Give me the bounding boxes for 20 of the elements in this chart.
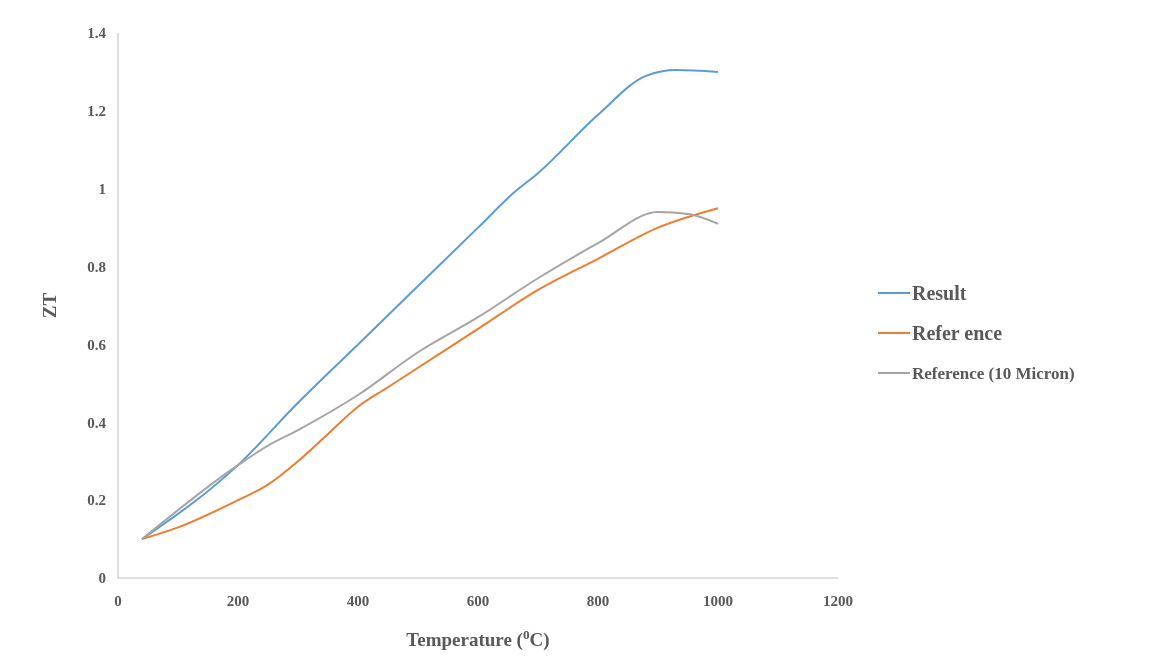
- legend-label: Result: [912, 282, 967, 304]
- x-tick-label: 0: [114, 593, 122, 609]
- y-tick-label: 0.6: [87, 336, 107, 353]
- x-tick-label: 800: [586, 593, 610, 609]
- y-tick-label: 0.2: [87, 492, 106, 509]
- y-tick-label: 0: [98, 570, 106, 587]
- x-tick-label: 600: [466, 593, 490, 609]
- x-tick-label: 400: [346, 593, 370, 609]
- y-tick-label: 0.4: [87, 414, 107, 431]
- y-tick-label: 1: [98, 180, 106, 197]
- x-tick-label: 1200: [823, 593, 853, 609]
- legend-label: Reference (10 Micron): [912, 363, 1075, 383]
- y-tick-label: 0.8: [87, 258, 106, 275]
- y-tick-label: 1.2: [87, 103, 106, 120]
- y-tick-label: 1.4: [87, 25, 107, 42]
- x-tick-label: 1000: [703, 593, 733, 609]
- x-tick-label: 200: [226, 593, 250, 609]
- legend-label: Refer ence: [912, 322, 1003, 344]
- x-axis-title: Temperature ($^{0}$C): [406, 626, 550, 651]
- y-axis-title: ZT: [39, 292, 60, 319]
